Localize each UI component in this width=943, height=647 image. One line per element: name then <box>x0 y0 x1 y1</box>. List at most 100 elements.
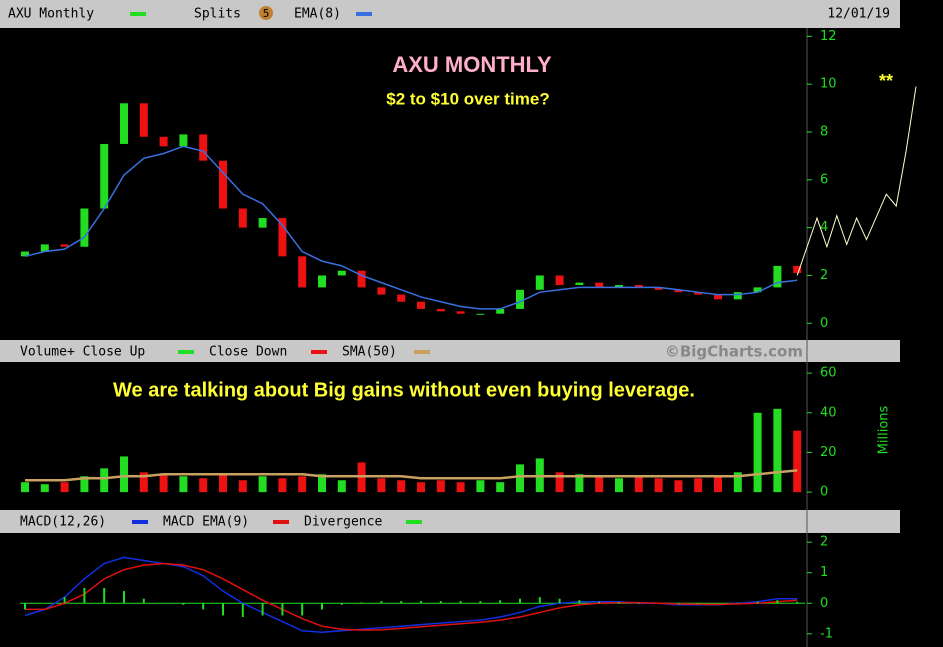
candle-body <box>714 294 722 300</box>
y-tick-label: 0 <box>820 596 828 611</box>
legend-swatch <box>406 520 422 524</box>
candle-body <box>654 287 663 290</box>
candle-body <box>436 308 445 312</box>
candle-body <box>40 244 49 252</box>
divergence-bar <box>756 601 759 604</box>
divergence-bar <box>736 602 739 604</box>
header-strip <box>0 0 900 28</box>
macd-line <box>25 562 798 631</box>
divergence-bar <box>677 603 680 605</box>
annotation-subtitle: $2 to $10 over time? <box>386 89 549 108</box>
divergence-bar <box>618 602 620 604</box>
volume-bar <box>298 476 307 493</box>
volume-bar <box>120 456 128 493</box>
candle-body <box>377 287 386 295</box>
legend-swatch <box>356 12 372 16</box>
y-tick-label: -1 <box>820 626 833 641</box>
volume-bar <box>733 472 742 493</box>
divergence-bar <box>24 603 26 610</box>
candle-body <box>753 287 762 293</box>
projection-line <box>796 86 917 276</box>
y-tick-label: 40 <box>820 405 837 420</box>
volume-note: We are talking about Big gains without e… <box>113 379 695 401</box>
y-tick-label: 0 <box>820 485 828 500</box>
y-tick-label: 6 <box>820 172 828 187</box>
candle-body <box>298 256 307 288</box>
candle-body <box>634 285 643 288</box>
y-tick-label: 20 <box>820 445 837 460</box>
divergence-bar <box>578 600 581 604</box>
volume-bar <box>258 476 267 493</box>
candle-body <box>476 313 485 315</box>
divergence-bar <box>241 603 244 618</box>
symbol: AXU Monthly <box>8 7 94 22</box>
divergence-bar <box>598 601 601 604</box>
candle-body <box>417 301 425 309</box>
y-tick-label: 8 <box>820 125 828 140</box>
y-tick-label: 0 <box>820 316 828 331</box>
legend-swatch <box>414 350 430 354</box>
divergence-bar <box>301 603 304 616</box>
legend-sma: SMA(50) <box>342 345 397 360</box>
divergence-bar <box>439 601 442 604</box>
candle-body <box>60 244 69 247</box>
divergence-bar <box>380 601 383 604</box>
y-tick-label: 10 <box>820 77 837 92</box>
legend-swatch <box>311 350 327 354</box>
volume-bar <box>238 480 247 493</box>
y-tick-label: 12 <box>820 29 837 44</box>
volume-bar <box>753 412 762 493</box>
divergence-bar <box>142 598 145 604</box>
divergence-bar <box>123 591 125 604</box>
candle-body <box>615 285 623 288</box>
macd-strip <box>0 510 900 533</box>
candle-body <box>535 275 544 290</box>
candle-body <box>337 270 346 276</box>
legend-swatch <box>178 350 194 354</box>
divergence-bar <box>479 601 482 604</box>
volume-bar <box>60 482 69 493</box>
divergence-bar <box>538 597 541 604</box>
divergence-bar <box>83 588 86 604</box>
legend-up: Volume+ Close Up <box>20 345 145 360</box>
splits-badge <box>259 6 273 20</box>
candle-body <box>120 103 128 144</box>
candle-body <box>219 160 227 209</box>
divergence-bar <box>281 603 284 616</box>
divergence-bar <box>202 603 205 610</box>
divergence-bar <box>558 598 561 604</box>
candle-body <box>238 208 247 228</box>
y-tick-label: 4 <box>820 220 828 235</box>
candle-body <box>496 308 505 314</box>
divergence-bar <box>261 603 264 616</box>
volume-bar <box>40 484 49 493</box>
divergence-bar <box>182 603 185 605</box>
divergence-bar <box>796 601 799 604</box>
volume-bar <box>318 474 326 493</box>
volume-bar <box>199 478 208 493</box>
annotation-stars: ** <box>879 71 893 91</box>
divergence-bar <box>637 603 640 604</box>
volume-bar <box>694 478 703 493</box>
volume-bar <box>21 482 29 493</box>
volume-strip <box>0 340 900 362</box>
divergence-bar <box>519 598 521 604</box>
candle-body <box>733 292 742 300</box>
volume-bar <box>773 408 782 493</box>
legend-divergence: Divergence <box>304 515 382 530</box>
y-tick-label: 2 <box>820 268 828 283</box>
volume-bar <box>179 476 188 493</box>
macd-line <box>24 556 798 634</box>
divergence-bar <box>459 601 462 604</box>
splits-label: Splits <box>194 7 241 22</box>
volume-bar <box>674 480 683 493</box>
annotation-title: AXU MONTHLY <box>392 52 552 77</box>
ema-line <box>24 145 798 310</box>
volume-bar <box>278 478 287 493</box>
volume-bar <box>714 476 722 493</box>
candle-body <box>694 292 703 295</box>
divergence-bar <box>499 600 502 604</box>
legend-swatch <box>132 520 148 524</box>
candle-body <box>555 275 564 286</box>
volume-bar <box>496 482 505 493</box>
